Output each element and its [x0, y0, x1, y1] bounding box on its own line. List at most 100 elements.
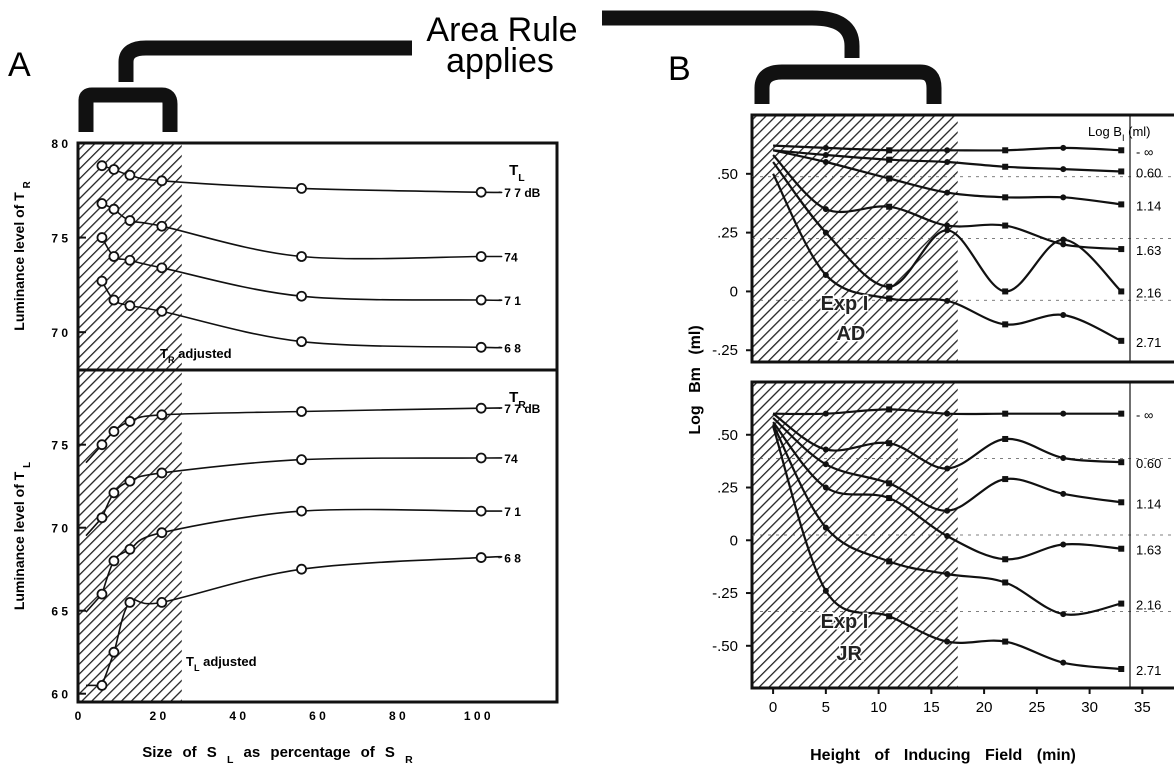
data-point	[944, 147, 951, 154]
data-point	[822, 446, 829, 453]
y-tick-label: -.50	[712, 638, 738, 655]
data-point	[124, 300, 136, 312]
data-point	[124, 543, 136, 555]
data-point	[1060, 490, 1067, 497]
data-point	[296, 182, 307, 194]
data-point	[156, 467, 168, 479]
series-line	[772, 425, 1122, 671]
data-point	[1060, 454, 1067, 461]
data-point	[1002, 435, 1009, 442]
data-point	[475, 251, 487, 262]
data-point	[886, 613, 893, 620]
data-point	[108, 203, 120, 215]
y-tick-label: -.25	[712, 585, 738, 602]
data-point	[886, 203, 893, 210]
data-point	[296, 406, 307, 417]
data-point	[1002, 163, 1009, 170]
series-label: 0.60	[1136, 456, 1161, 471]
data-point	[156, 305, 168, 317]
data-point	[475, 402, 487, 414]
data-point	[944, 507, 951, 514]
y-tick-label: .25	[717, 480, 738, 497]
series-label: 1.63	[1136, 543, 1161, 558]
data-point	[96, 160, 108, 172]
y-axis-label-b: Log Bm (ml)	[687, 325, 704, 434]
annotation-line2: AD	[836, 323, 865, 345]
annotation-line1: Exp I	[821, 611, 869, 633]
data-point	[156, 220, 168, 232]
data-point	[108, 164, 120, 175]
series-label: 2.16	[1136, 598, 1161, 613]
data-point	[1002, 410, 1009, 417]
data-point	[108, 487, 120, 499]
data-point	[296, 336, 307, 348]
data-point	[124, 416, 136, 427]
data-point	[296, 251, 307, 262]
data-point	[1002, 476, 1009, 483]
data-point	[156, 527, 168, 539]
y-tick-label: -.25	[712, 342, 738, 359]
series-label: - ∞	[1136, 408, 1153, 423]
data-point	[822, 484, 829, 491]
data-point	[822, 151, 829, 158]
data-point	[886, 147, 893, 154]
data-point	[475, 294, 487, 306]
data-point	[1002, 147, 1009, 154]
data-point	[1060, 241, 1067, 248]
data-point	[96, 680, 108, 691]
data-point	[822, 461, 829, 468]
data-point	[1002, 288, 1009, 295]
data-point	[296, 505, 307, 517]
series-label: 2.71	[1136, 335, 1161, 350]
y-tick-label: 7 0	[51, 326, 68, 340]
legend-title: Log BI (ml)	[1088, 124, 1151, 143]
panel-a-label: A	[8, 46, 31, 84]
x-tick-label: 20	[976, 699, 993, 716]
x-tick-label: 15	[923, 699, 940, 716]
data-point	[108, 294, 120, 306]
chart-a-top: 7 0 7 5 8 0 Luminance level of T R 7 7 dB 74 7…	[11, 137, 559, 372]
series-label: - ∞	[1136, 144, 1153, 159]
data-point	[1118, 288, 1125, 295]
x-tick-label: 30	[1081, 699, 1098, 716]
data-point	[944, 533, 951, 540]
legend-title: TR	[509, 389, 526, 411]
data-point	[944, 465, 951, 472]
data-point	[475, 452, 487, 464]
data-point	[822, 144, 829, 151]
series-label: 7 7 dB	[504, 186, 540, 200]
data-point	[1002, 638, 1009, 645]
x-tick-label: 2 0	[149, 709, 166, 723]
data-point	[108, 251, 120, 262]
header-title-line2: applies	[446, 42, 554, 80]
data-point	[108, 555, 120, 567]
data-point	[822, 524, 829, 531]
annotation: TR adjusted	[160, 346, 232, 365]
series-label: 7 7 dB	[504, 402, 540, 416]
x-tick-label: 4 0	[229, 709, 246, 723]
data-point	[1118, 600, 1125, 607]
data-point	[886, 480, 893, 487]
data-point	[96, 198, 108, 209]
data-point	[124, 215, 136, 226]
data-point	[822, 159, 829, 166]
x-tick-label: 8 0	[389, 709, 406, 723]
y-tick-label: 7 0	[51, 522, 68, 536]
data-point	[296, 454, 307, 466]
data-point	[96, 512, 108, 524]
data-point	[886, 440, 893, 447]
y-tick-label: .50	[717, 427, 738, 444]
chart-b-top: .50 .25 0 -.25 - ∞ 0.60 1.14 1.63 2.16 2.71 Log BI…	[712, 113, 1174, 364]
series-label: 1.63	[1136, 243, 1161, 258]
x-tick-label: 5	[822, 699, 830, 716]
y-tick-label: 7 5	[51, 232, 68, 246]
data-point	[475, 505, 487, 517]
data-point	[1118, 168, 1125, 175]
data-point	[1060, 166, 1067, 173]
data-point	[156, 409, 168, 421]
data-point	[1002, 556, 1009, 563]
data-point	[296, 290, 307, 302]
series-label: 2.16	[1136, 285, 1161, 300]
data-point	[96, 275, 108, 287]
data-point	[1002, 579, 1009, 586]
